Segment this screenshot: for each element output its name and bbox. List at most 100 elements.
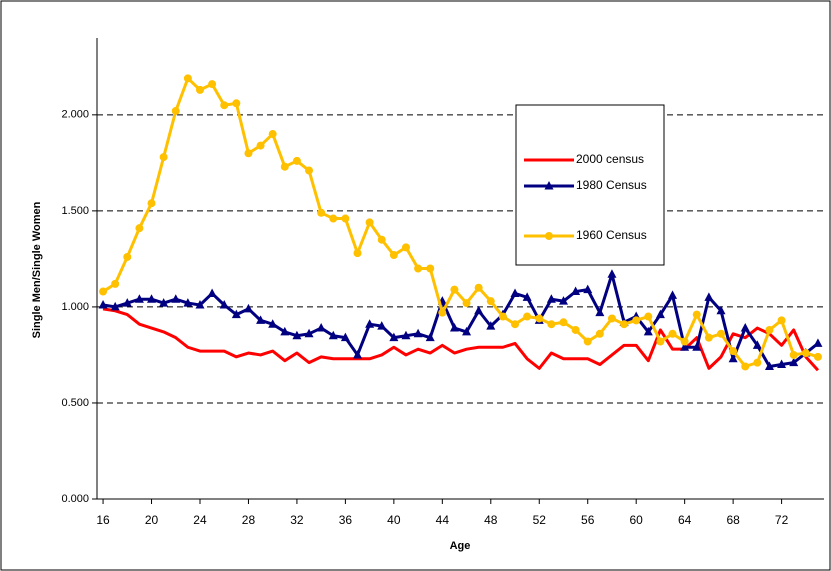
marker	[232, 99, 241, 108]
marker	[546, 294, 556, 303]
marker	[292, 330, 302, 340]
marker	[474, 283, 483, 292]
marker	[450, 285, 459, 294]
marker	[134, 294, 144, 303]
marker	[655, 309, 665, 319]
marker	[243, 303, 253, 313]
marker	[704, 333, 713, 342]
marker	[558, 296, 568, 305]
marker	[123, 252, 132, 261]
marker	[741, 362, 750, 371]
marker	[449, 323, 459, 332]
marker	[544, 181, 554, 190]
marker	[801, 349, 810, 358]
series-line	[102, 76, 819, 368]
marker	[304, 328, 314, 338]
marker	[813, 352, 822, 361]
marker	[183, 298, 193, 307]
marker	[704, 292, 714, 301]
marker	[425, 332, 435, 342]
marker	[171, 294, 181, 303]
marker	[208, 80, 217, 89]
marker	[643, 326, 653, 336]
series-line	[102, 272, 819, 368]
marker	[292, 156, 301, 165]
marker	[317, 208, 326, 217]
marker	[389, 251, 398, 260]
x-tick-label: 20	[145, 513, 159, 527]
marker	[595, 307, 605, 317]
marker	[328, 330, 338, 340]
marker	[559, 318, 568, 327]
marker	[268, 319, 278, 328]
marker	[389, 332, 399, 342]
marker	[656, 337, 665, 346]
x-tick-label: 48	[484, 513, 498, 527]
marker	[462, 326, 472, 336]
marker	[523, 312, 532, 321]
marker	[644, 312, 653, 321]
marker	[777, 359, 787, 369]
marker	[777, 316, 786, 325]
marker	[692, 310, 701, 319]
marker	[813, 338, 823, 347]
y-tick-label: 2.000	[61, 109, 89, 121]
marker	[522, 292, 532, 301]
marker	[111, 279, 120, 288]
marker	[316, 323, 326, 332]
y-axis-title: Single Men/Single Women	[31, 201, 43, 338]
x-tick-label: 56	[581, 513, 595, 527]
marker	[729, 347, 738, 356]
marker	[752, 340, 762, 349]
marker	[595, 329, 604, 338]
marker	[426, 264, 435, 273]
marker	[753, 358, 762, 367]
marker	[607, 314, 616, 323]
x-tick-label: 28	[242, 513, 256, 527]
legend-label: 1960 Census	[576, 228, 647, 242]
marker	[511, 320, 520, 329]
x-tick-label: 52	[533, 513, 547, 527]
marker	[474, 305, 484, 315]
marker	[401, 243, 410, 252]
marker	[220, 101, 229, 110]
marker	[195, 299, 205, 309]
marker	[98, 299, 108, 309]
marker	[413, 328, 423, 338]
x-tick-label: 36	[339, 513, 353, 527]
marker	[717, 329, 726, 338]
marker	[571, 286, 581, 296]
marker	[377, 321, 387, 330]
marker	[486, 321, 496, 330]
marker	[147, 199, 156, 208]
y-tick-label: 1.000	[61, 301, 89, 313]
marker	[256, 141, 265, 150]
marker	[159, 153, 168, 162]
marker	[789, 357, 799, 367]
marker	[765, 325, 774, 334]
x-tick-label: 16	[96, 513, 110, 527]
marker	[147, 294, 157, 303]
marker	[341, 214, 350, 223]
marker	[764, 361, 774, 370]
marker	[195, 85, 204, 94]
marker	[510, 288, 520, 297]
marker	[607, 269, 617, 278]
marker	[365, 319, 375, 328]
marker	[280, 326, 290, 336]
marker	[583, 284, 593, 294]
marker	[110, 301, 120, 311]
marker	[159, 298, 169, 307]
marker	[99, 287, 108, 296]
marker	[486, 297, 495, 306]
marker	[668, 329, 677, 338]
marker	[438, 308, 447, 317]
marker	[256, 315, 266, 324]
marker	[305, 166, 314, 175]
marker	[692, 342, 702, 351]
x-tick-label: 64	[678, 513, 692, 527]
marker	[620, 320, 629, 329]
marker	[231, 309, 241, 319]
